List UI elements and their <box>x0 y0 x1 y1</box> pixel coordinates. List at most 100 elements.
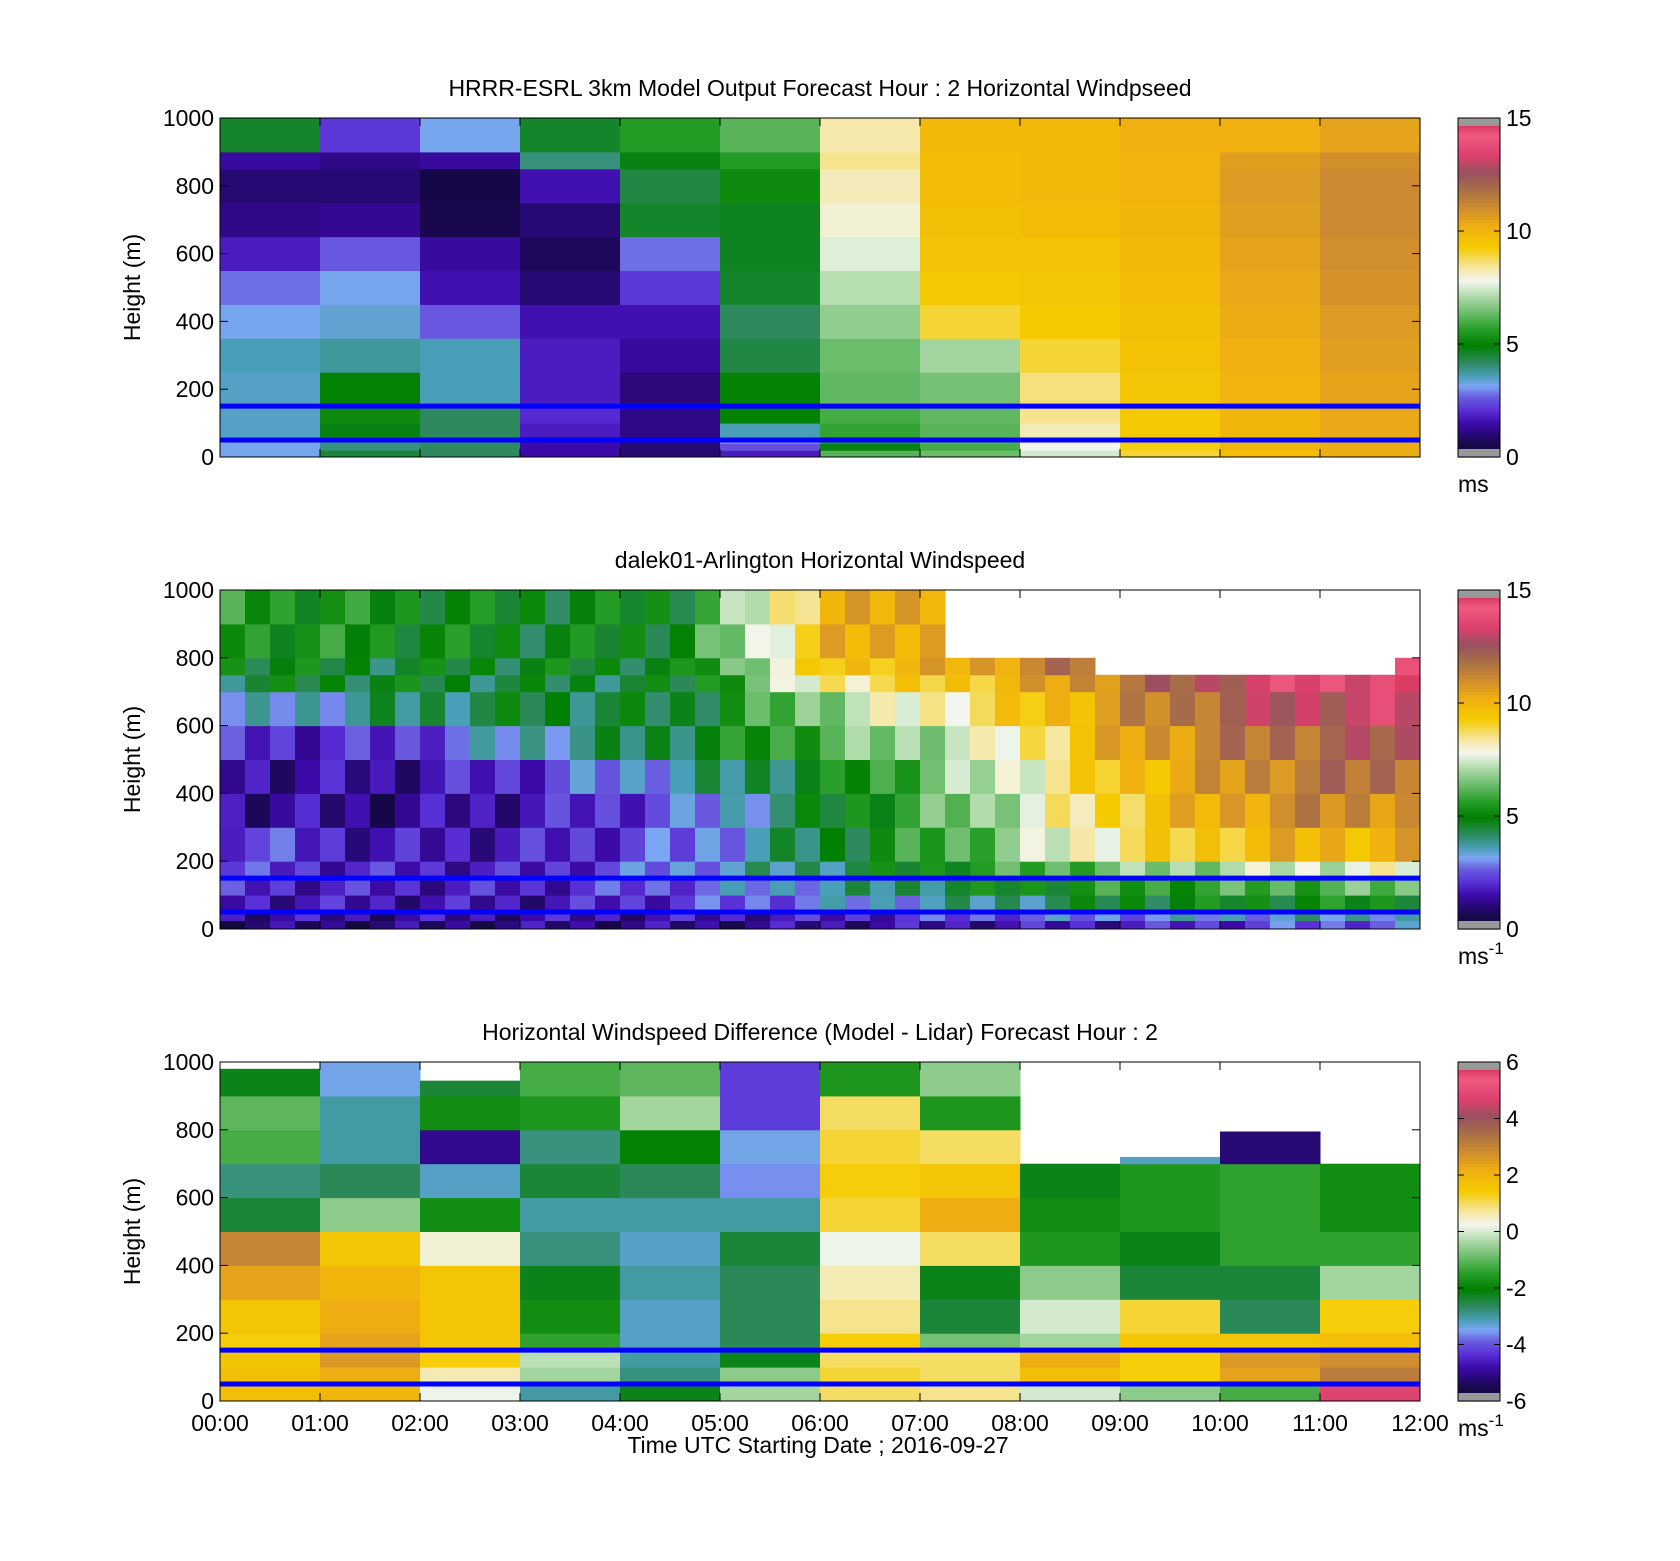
colorbar-cap <box>1458 118 1500 126</box>
colorbar-segment <box>1458 366 1500 371</box>
heatmap-cell <box>1195 793 1221 828</box>
x-tick-label: 06:00 <box>791 1410 849 1436</box>
colorbar-cap <box>1458 921 1500 929</box>
heatmap-cell <box>920 151 1021 170</box>
heatmap-cell <box>1120 1156 1221 1165</box>
heatmap-cell <box>1095 861 1121 879</box>
heatmap-cell <box>820 1333 921 1351</box>
heatmap-cell <box>920 1384 1021 1402</box>
heatmap-cell <box>420 1333 521 1351</box>
colorbar-segment <box>1458 1087 1500 1091</box>
colorbar-segment <box>1458 216 1500 221</box>
heatmap-cell <box>1220 168 1321 204</box>
heatmap-cell <box>695 759 721 794</box>
heatmap-cell <box>1220 1197 1321 1232</box>
heatmap-cell <box>270 725 296 760</box>
heatmap-cell <box>320 878 346 896</box>
heatmap-cell <box>220 236 321 272</box>
heatmap-cell <box>520 1163 621 1199</box>
heatmap-cell <box>545 920 571 930</box>
colorbar-segment <box>1458 694 1500 698</box>
colorbar-segment <box>1458 414 1500 419</box>
heatmap-cell <box>620 793 646 828</box>
heatmap-cell <box>870 590 896 625</box>
y-tick-label: 200 <box>176 1320 214 1346</box>
heatmap-cell <box>320 168 421 204</box>
colorbar-segment <box>1458 609 1500 614</box>
colorbar-segment <box>1458 1225 1500 1230</box>
colorbar-segment <box>1458 615 1500 619</box>
heatmap-cell <box>795 590 821 625</box>
heatmap-cell <box>795 878 821 896</box>
heatmap-cell <box>1170 793 1196 828</box>
heatmap-cell <box>1020 759 1046 794</box>
colorbar-segment <box>1458 1293 1500 1298</box>
heatmap-cell <box>820 270 921 305</box>
colorbar-segment <box>1458 219 1500 224</box>
colorbar-segment <box>1458 157 1500 161</box>
colorbar-segment <box>1458 1220 1500 1224</box>
panel-title: HRRR-ESRL 3km Model Output Forecast Hour… <box>448 75 1191 101</box>
colorbar-segment <box>1458 394 1500 399</box>
colorbar-segment <box>1458 827 1500 831</box>
heatmap-cell <box>295 878 321 896</box>
heatmap-cell <box>720 827 746 862</box>
heatmap-cell <box>745 912 771 922</box>
heatmap-cell <box>245 827 271 862</box>
colorbar-segment <box>1458 360 1500 365</box>
heatmap-cell <box>395 759 421 794</box>
heatmap-cell <box>1320 372 1421 407</box>
panel-title: Horizontal Windspeed Difference (Model -… <box>482 1019 1158 1045</box>
heatmap-cell <box>570 878 596 896</box>
colorbar-segment <box>1458 1276 1500 1281</box>
colorbar-segment <box>1458 1245 1500 1250</box>
colorbar-segment <box>1458 287 1500 291</box>
heatmap-cell <box>1395 827 1421 862</box>
heatmap-cell <box>470 827 496 862</box>
y-tick-label: 800 <box>176 1117 214 1143</box>
heatmap-cell <box>320 118 421 153</box>
colorbar-segment <box>1458 174 1500 178</box>
heatmap-cell <box>695 827 721 862</box>
colorbar-segment <box>1458 1070 1500 1074</box>
heatmap-cell <box>945 674 971 693</box>
heatmap-cell <box>570 674 596 693</box>
heatmap-cell <box>995 793 1021 828</box>
heatmap-cell <box>220 270 321 305</box>
heatmap-cell <box>245 623 271 659</box>
heatmap-cell <box>420 168 521 204</box>
heatmap-cell <box>545 912 571 922</box>
heatmap-cell <box>520 725 546 760</box>
colorbar-unit: ms-1 <box>1458 939 1504 969</box>
heatmap-cell <box>1220 691 1246 727</box>
heatmap-cell <box>395 691 421 727</box>
colorbar-segment <box>1458 796 1500 800</box>
colorbar-segment <box>1458 1107 1500 1111</box>
heatmap-cell <box>470 912 496 922</box>
heatmap-cell <box>695 920 721 930</box>
colorbar-segment <box>1458 310 1500 314</box>
colorbar-segment <box>1458 1268 1500 1272</box>
heatmap-cell <box>1320 423 1421 438</box>
heatmap-cell <box>1345 861 1371 879</box>
heatmap-cell <box>820 443 921 451</box>
y-tick-label: 0 <box>201 916 214 942</box>
heatmap-cell <box>620 590 646 625</box>
heatmap-cell <box>370 827 396 862</box>
colorbar-segment <box>1458 245 1500 249</box>
heatmap-cell <box>570 895 596 913</box>
heatmap-cell <box>1320 1367 1421 1385</box>
heatmap-cell <box>720 1384 821 1402</box>
heatmap-cell <box>920 861 946 879</box>
heatmap-cell <box>1320 1163 1421 1199</box>
heatmap-cell <box>1020 1197 1121 1232</box>
heatmap-cell <box>1320 878 1346 896</box>
heatmap-cell <box>820 691 846 727</box>
heatmap-cells <box>220 118 1421 458</box>
heatmap-cell <box>245 691 271 727</box>
heatmap-cell <box>1220 1299 1321 1334</box>
heatmap-cell <box>220 406 321 424</box>
y-tick-label: 400 <box>176 308 214 334</box>
heatmap-cell <box>220 920 246 930</box>
